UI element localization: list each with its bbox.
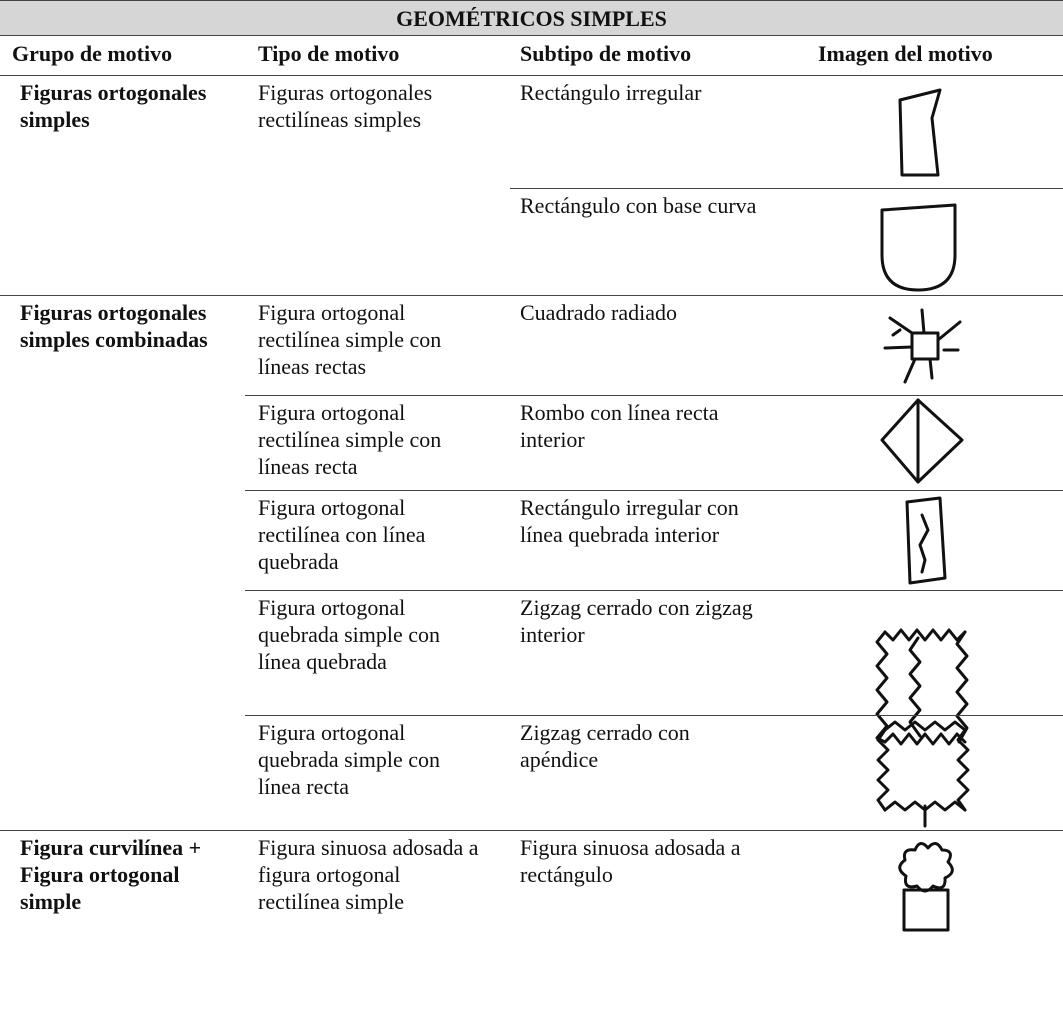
subtype-name: Cuadrado radiado [520,300,677,325]
motif-image [898,88,942,177]
rule [0,830,1063,831]
rule [0,0,1063,1]
motif-image [898,842,954,932]
motif-image [883,308,962,384]
type-name: Figura ortogonal rectilínea simple con l… [258,400,442,479]
motif-image [880,398,964,484]
type-name: Figura ortogonal quebrada simple con lín… [258,595,441,674]
subtype-name: Rectángulo irregular con línea quebrada … [520,495,739,547]
subtype-name: Rombo con línea recta interior [520,400,719,452]
motif-image [880,203,957,292]
rule [245,395,1063,396]
rule [510,188,1063,189]
rule [245,590,1063,591]
motif-image [905,496,947,585]
subtype-name: Zigzag cerrado con apéndice [520,720,690,772]
group-name: Figuras ortogonales simples combinadas [20,300,208,352]
rule [0,75,1063,76]
table-title: GEOMÉTRICOS SIMPLES [0,1,1063,35]
header: Subtipo de motivo [520,41,692,66]
subtype-name: Figura sinuosa adosada a rectángulo [520,835,741,887]
type-name: Figura sinuosa adosada a figura ortogona… [258,835,479,914]
header: Imagen del motivo [818,41,993,66]
motif-image [876,720,970,828]
rule [245,715,1063,716]
type-name: Figura ortogonal quebrada simple con lín… [258,720,441,799]
header: Tipo de motivo [258,41,400,66]
type-name: Figuras ortogonales rectilíneas simples [258,80,433,132]
header: Grupo de motivo [12,41,173,66]
rule [0,295,1063,296]
type-name: Figura ortogonal rectilínea con línea qu… [258,495,426,574]
rule [0,35,1063,36]
group-name: Figuras ortogonales simples [20,80,207,132]
subtype-name: Rectángulo irregular [520,80,702,105]
subtype-name: Zigzag cerrado con zigzag interior [520,595,753,647]
subtype-name: Rectángulo con base curva [520,193,757,218]
motif-image [875,628,969,746]
rule [245,490,1063,491]
group-name: Figura curvilínea + Figura ortogonal sim… [20,835,202,914]
type-name: Figura ortogonal rectilínea simple con l… [258,300,442,379]
